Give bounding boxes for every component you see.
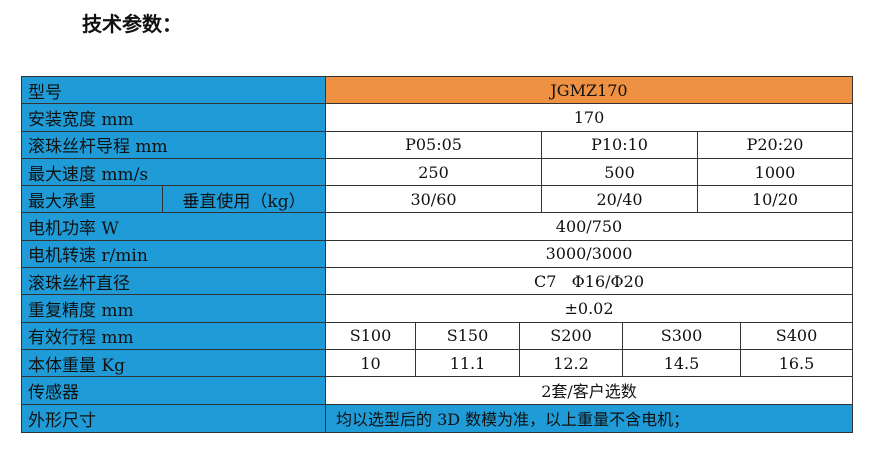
row-rpm: 电机转速 r/min 3000/3000 [22, 240, 852, 269]
cell-value: 10/20 [751, 189, 799, 209]
row-label: 有效行程 mm [22, 322, 326, 349]
row-lead: 滚珠丝杆导程 mm P05:05 P10:10 P20:20 [22, 131, 852, 159]
cell-value: S300 [623, 322, 741, 349]
row-label: 滚珠丝杆直径 [22, 268, 326, 295]
cell-value: 10 [326, 349, 416, 377]
cell-value: 20/40 [542, 186, 698, 213]
model-value: JGMZ170 [326, 77, 852, 104]
row-dims: 外形尺寸 均以选型后的 3D 数模为准，以上重量不含电机； [22, 404, 852, 432]
cell-value: S150 [416, 322, 520, 349]
cell-value: P10:10 [542, 131, 698, 158]
cell-value: 170 [573, 107, 605, 127]
row-screw: 滚珠丝杆直径 C7 Φ16/Φ20 [22, 268, 852, 296]
row-label: 最大速度 mm/s [22, 158, 326, 186]
row-sensor: 传感器 2套/客户选数 [22, 377, 852, 405]
row-load: 最大承重 垂直使用（kg） 30/60 20/40 10/20 [22, 186, 852, 214]
row-label: 最大承重 [22, 186, 163, 213]
cell-value: 400/750 [555, 217, 623, 237]
cell-value: ±0.02 [564, 299, 614, 319]
cell-value: 16.5 [778, 353, 815, 373]
cell-value: 11.1 [416, 349, 520, 377]
cell-value: 3000/3000 [545, 244, 633, 264]
row-label: 重复精度 mm [22, 295, 326, 322]
cell-value: 14.5 [623, 349, 741, 377]
page-title: 技术参数： [82, 12, 182, 36]
spec-table: 型号 JGMZ170 安装宽度 mm 170 滚珠丝杆导程 mm P05:05 … [21, 76, 853, 433]
row-repeat: 重复精度 mm ±0.02 [22, 295, 852, 323]
row-width: 安装宽度 mm 170 [22, 104, 852, 132]
row-speed: 最大速度 mm/s 250 500 1000 [22, 158, 852, 187]
row-label: 传感器 [22, 377, 326, 404]
row-weight: 本体重量 Kg 10 11.1 12.2 14.5 16.5 [22, 349, 852, 378]
row-stroke: 有效行程 mm S100 S150 S200 S300 S400 [22, 322, 852, 350]
cell-value: C7 Φ16/Φ20 [533, 271, 645, 291]
cell-value: 500 [542, 158, 698, 186]
row-sublabel: 垂直使用（kg） [163, 186, 326, 213]
cell-value: P05:05 [326, 131, 542, 158]
row-label: 型号 [22, 77, 326, 104]
cell-value: 250 [326, 158, 542, 186]
cell-value: S100 [326, 322, 416, 349]
cell-value: 2套/客户选数 [541, 382, 637, 402]
row-model: 型号 JGMZ170 [22, 77, 852, 105]
row-label: 电机转速 r/min [22, 240, 326, 268]
row-label: 滚珠丝杆导程 mm [22, 131, 326, 158]
cell-value: 12.2 [520, 349, 623, 377]
row-label: 外形尺寸 [22, 404, 326, 432]
row-label: 电机功率 W [22, 213, 326, 240]
row-label: 本体重量 Kg [22, 349, 326, 377]
cell-value: S400 [775, 326, 818, 346]
row-power: 电机功率 W 400/750 [22, 213, 852, 241]
row-label: 安装宽度 mm [22, 104, 326, 131]
cell-value: 均以选型后的 3D 数模为准，以上重量不含电机； [326, 404, 852, 432]
cell-value: P20:20 [746, 135, 804, 155]
cell-value: 30/60 [326, 186, 542, 213]
cell-value: 1000 [754, 162, 796, 182]
cell-value: S200 [520, 322, 623, 349]
